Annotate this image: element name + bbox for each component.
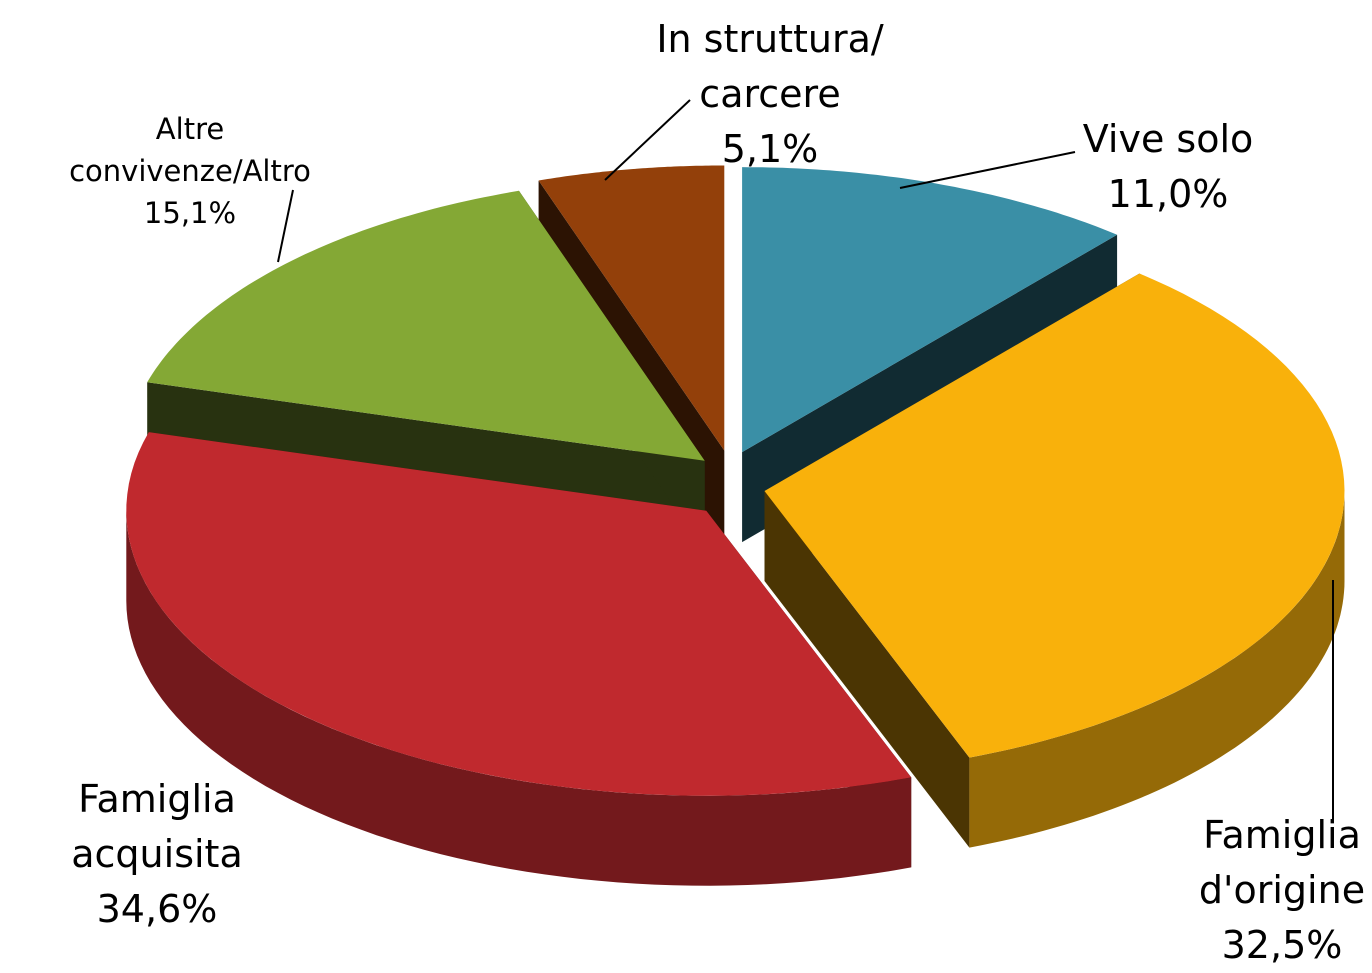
leader-line: [899, 151, 1076, 189]
slice: [126, 432, 912, 886]
leader-lines: [277, 99, 1334, 820]
slices: [126, 165, 1345, 886]
value-label: 34,6%: [96, 887, 218, 931]
slice-wall: [126, 510, 912, 886]
value-label: 5,1%: [721, 127, 819, 171]
leader-line: [604, 99, 691, 181]
slice-label: Famiglia acquisita 34,6%: [71, 772, 242, 937]
slice-label: Vive solo 11,0%: [1083, 112, 1254, 222]
slice-top: [742, 167, 1118, 453]
category-label: Famiglia acquisita: [71, 777, 243, 876]
category-label: In struttura/ carcere: [656, 17, 884, 116]
slice-top: [764, 273, 1345, 758]
slice-label: In struttura/ carcere 5,1%: [656, 12, 883, 177]
category-label: Famiglia d'origine: [1198, 813, 1366, 912]
slice-top: [538, 165, 725, 451]
value-label: 15,1%: [143, 196, 237, 230]
slice: [764, 273, 1345, 848]
category-label: Altre convivenze/Altro: [69, 112, 311, 188]
value-label: 32,5%: [1221, 923, 1343, 967]
slice-label: Altre convivenze/Altro 15,1%: [69, 108, 311, 234]
slice-wall: [969, 491, 1345, 848]
category-label: Vive solo: [1082, 117, 1254, 161]
slice-top: [126, 432, 912, 796]
slice-label: Famiglia d'origine 32,5%: [1199, 808, 1365, 973]
leader-line: [277, 189, 294, 263]
value-label: 11,0%: [1107, 172, 1229, 216]
slice-side: [764, 491, 970, 848]
slice-top: [147, 190, 705, 461]
